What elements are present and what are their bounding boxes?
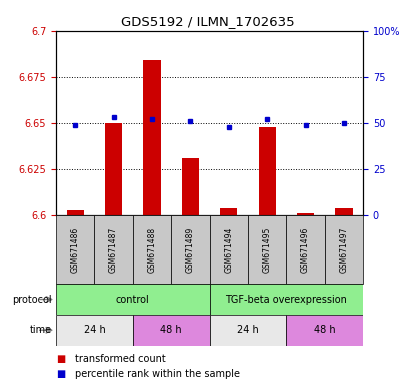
FancyBboxPatch shape <box>171 215 210 284</box>
FancyBboxPatch shape <box>248 215 286 284</box>
Text: 48 h: 48 h <box>160 325 182 335</box>
Text: 24 h: 24 h <box>83 325 105 335</box>
FancyBboxPatch shape <box>325 215 363 284</box>
Bar <box>143 60 161 215</box>
Text: percentile rank within the sample: percentile rank within the sample <box>75 369 240 379</box>
Text: time: time <box>30 325 52 335</box>
FancyBboxPatch shape <box>210 215 248 284</box>
Text: GSM671486: GSM671486 <box>71 227 80 273</box>
Text: 48 h: 48 h <box>314 325 336 335</box>
Text: GSM671495: GSM671495 <box>263 227 272 273</box>
FancyBboxPatch shape <box>286 215 325 284</box>
FancyBboxPatch shape <box>95 215 133 284</box>
FancyBboxPatch shape <box>210 284 363 315</box>
FancyBboxPatch shape <box>286 315 363 346</box>
Bar <box>335 208 353 215</box>
Text: TGF-beta overexpression: TGF-beta overexpression <box>225 295 347 305</box>
Bar <box>182 158 199 215</box>
Text: GSM671494: GSM671494 <box>224 227 233 273</box>
Bar <box>220 208 237 215</box>
Bar <box>66 210 84 215</box>
Bar <box>297 213 314 215</box>
Text: ■: ■ <box>56 369 65 379</box>
Text: 24 h: 24 h <box>237 325 259 335</box>
Text: control: control <box>116 295 150 305</box>
FancyBboxPatch shape <box>210 315 286 346</box>
Text: transformed count: transformed count <box>75 354 166 364</box>
FancyBboxPatch shape <box>133 215 171 284</box>
FancyBboxPatch shape <box>56 215 95 284</box>
Bar <box>105 123 122 215</box>
Text: GSM671488: GSM671488 <box>147 227 156 273</box>
FancyBboxPatch shape <box>56 315 133 346</box>
Text: protocol: protocol <box>12 295 52 305</box>
Bar <box>259 127 276 215</box>
FancyBboxPatch shape <box>56 284 210 315</box>
Text: GSM671496: GSM671496 <box>301 227 310 273</box>
Text: GSM671487: GSM671487 <box>109 227 118 273</box>
FancyBboxPatch shape <box>133 315 210 346</box>
Text: GSM671489: GSM671489 <box>186 227 195 273</box>
Text: GDS5192 / ILMN_1702635: GDS5192 / ILMN_1702635 <box>121 15 294 28</box>
Text: ■: ■ <box>56 354 65 364</box>
Text: GSM671497: GSM671497 <box>339 227 349 273</box>
